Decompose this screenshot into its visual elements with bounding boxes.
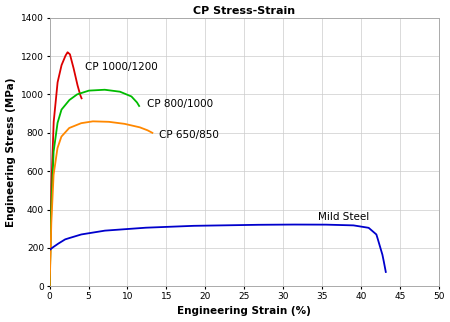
Title: CP Stress-Strain: CP Stress-Strain — [193, 5, 295, 15]
Text: CP 650/850: CP 650/850 — [158, 130, 218, 140]
Text: CP 800/1000: CP 800/1000 — [147, 99, 213, 109]
Text: Mild Steel: Mild Steel — [318, 212, 369, 222]
Text: CP 1000/1200: CP 1000/1200 — [85, 62, 158, 71]
Y-axis label: Engineering Stress (MPa): Engineering Stress (MPa) — [5, 77, 16, 227]
X-axis label: Engineering Strain (%): Engineering Strain (%) — [177, 307, 311, 317]
